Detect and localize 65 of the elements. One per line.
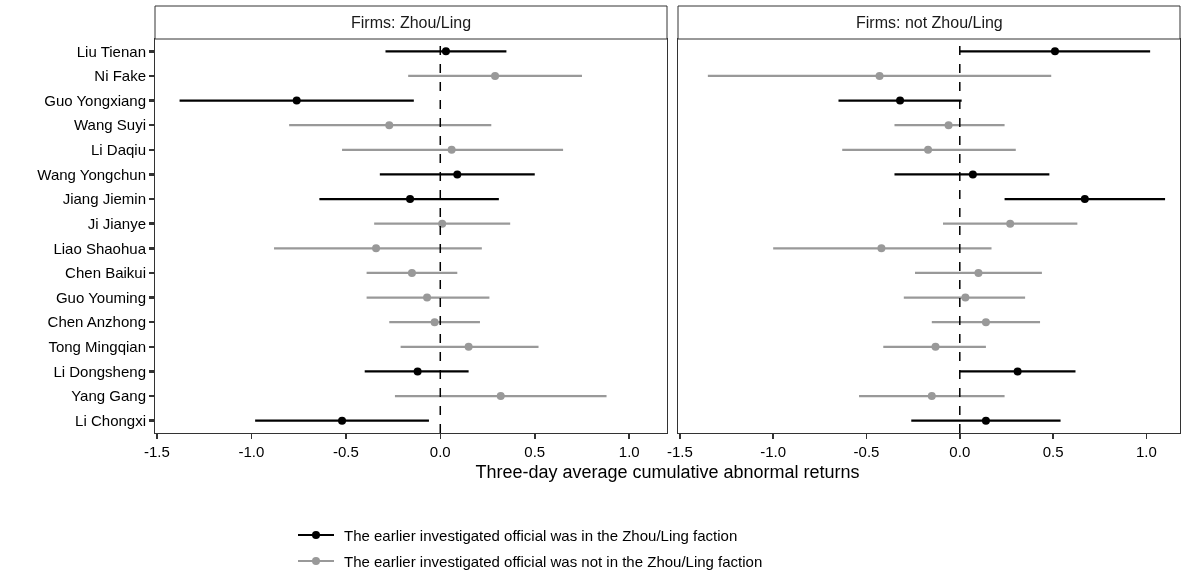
point: [968, 170, 977, 179]
point: [441, 47, 450, 56]
point: [1013, 367, 1022, 376]
y-tick-label: Jiang Jiemin: [62, 190, 146, 208]
point: [961, 293, 970, 302]
point: [338, 416, 347, 425]
point: [464, 342, 473, 351]
x-axis-title: Three-day average cumulative abnormal returns: [474, 462, 861, 483]
point: [1050, 47, 1059, 56]
point: [413, 367, 422, 376]
point: [407, 268, 416, 277]
point: [974, 268, 983, 277]
y-tick-label: Li Daqiu: [90, 141, 146, 159]
y-tick-label: Chen Baikui: [65, 264, 146, 282]
y-tick-label: Ni Fake: [94, 67, 146, 85]
legend-label: The earlier investigated official was not in the Zhou/Ling faction: [344, 552, 763, 570]
point: [877, 244, 886, 253]
chart-title: Firms: Zhou/Ling: [351, 14, 472, 31]
y-tick-label: Guo Yongxiang: [44, 91, 146, 109]
y-tick-label: Guo Youming: [55, 288, 146, 306]
x-tick-label: -0.5: [332, 443, 359, 460]
point: [927, 392, 936, 401]
point: [875, 71, 884, 80]
chart-title: Firms: not Zhou/Ling: [856, 14, 1003, 31]
point: [491, 71, 500, 80]
y-tick-label: Tong Mingqian: [48, 338, 146, 356]
point: [453, 170, 462, 179]
x-tick-label: 1.0: [1135, 443, 1157, 460]
point: [1080, 195, 1089, 204]
point: [447, 145, 456, 154]
x-tick-label: -1.0: [760, 443, 787, 460]
point: [423, 293, 432, 302]
point: [896, 96, 905, 105]
y-tick-label: Wang Suyi: [74, 116, 146, 134]
point: [981, 318, 990, 327]
x-tick-label: -1.0: [238, 443, 265, 460]
point: [406, 195, 415, 204]
x-tick-label: -0.5: [853, 443, 880, 460]
x-tick-label: 0.5: [1042, 443, 1064, 460]
y-tick-label: Li Dongsheng: [53, 362, 146, 380]
point: [372, 244, 381, 253]
x-tick-label: -1.5: [666, 443, 693, 460]
legend-label: The earlier investigated official was in the Zhou/Ling faction: [344, 526, 738, 544]
y-tick-label: Liao Shaohua: [53, 239, 147, 257]
y-tick-label: Chen Anzhong: [47, 313, 146, 331]
y-tick-label: Liu Tienan: [76, 42, 146, 60]
point: [944, 121, 953, 130]
y-tick-label: Yang Gang: [71, 387, 146, 405]
x-tick-label: 0.0: [429, 443, 451, 460]
x-tick-label: -1.5: [143, 443, 170, 460]
point: [931, 342, 940, 351]
y-tick-label: Wang Yongchun: [37, 165, 146, 183]
x-tick-label: 0.0: [949, 443, 971, 460]
point: [924, 145, 933, 154]
point: [981, 416, 990, 425]
y-tick-label: Li Chongxi: [75, 411, 146, 429]
x-tick-label: 1.0: [618, 443, 640, 460]
point: [438, 219, 447, 228]
point: [1006, 219, 1015, 228]
point: [430, 318, 439, 327]
point: [292, 96, 301, 105]
point: [496, 392, 505, 401]
point: [385, 121, 394, 130]
x-tick-label: 0.5: [524, 443, 546, 460]
y-tick-label: Ji Jianye: [87, 214, 146, 232]
